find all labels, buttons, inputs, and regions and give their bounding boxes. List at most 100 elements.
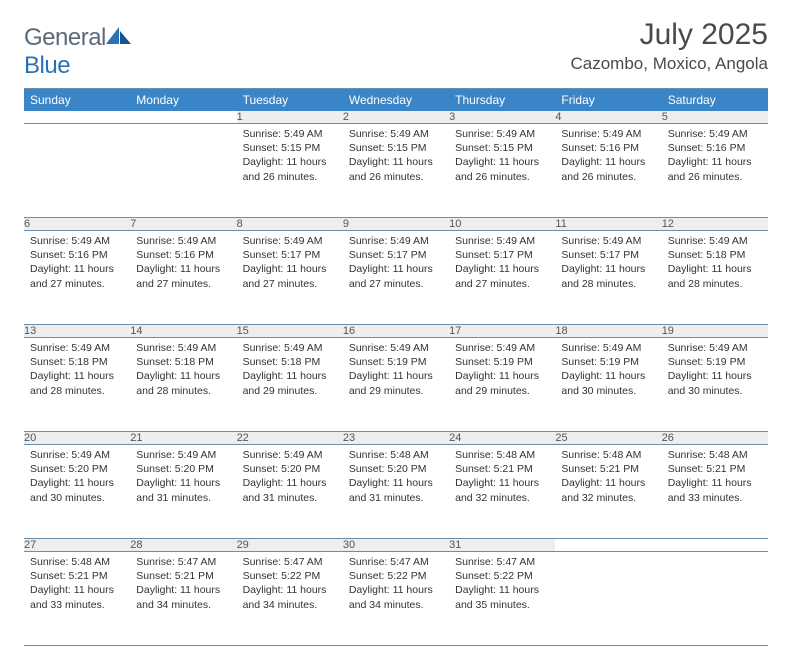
brand-text-1: General [24,24,106,51]
sunset-line: Sunset: 5:21 PM [455,462,549,476]
daylight-line: Daylight: 11 hours and 34 minutes. [349,583,443,611]
sunrise-line: Sunrise: 5:49 AM [30,234,124,248]
daynum-row: 13141516171819 [24,325,768,338]
daylight-line: Daylight: 11 hours and 30 minutes. [30,476,124,504]
sunrise-line: Sunrise: 5:49 AM [455,127,549,141]
day-cell: Sunrise: 5:49 AMSunset: 5:18 PMDaylight:… [130,338,236,432]
day-number-cell: 29 [237,539,343,552]
daylight-line: Daylight: 11 hours and 26 minutes. [455,155,549,183]
day-number-cell [555,539,661,552]
day-number-cell: 8 [237,218,343,231]
sunrise-line: Sunrise: 5:47 AM [455,555,549,569]
daylight-line: Daylight: 11 hours and 31 minutes. [136,476,230,504]
day-cell [555,552,661,646]
sunrise-line: Sunrise: 5:48 AM [349,448,443,462]
sunrise-line: Sunrise: 5:49 AM [561,127,655,141]
sunset-line: Sunset: 5:15 PM [349,141,443,155]
day-cell-body: Sunrise: 5:48 AMSunset: 5:20 PMDaylight:… [343,445,449,511]
day-cell: Sunrise: 5:49 AMSunset: 5:19 PMDaylight:… [555,338,661,432]
sunrise-line: Sunrise: 5:49 AM [349,234,443,248]
day-cell: Sunrise: 5:49 AMSunset: 5:16 PMDaylight:… [555,124,661,218]
sunset-line: Sunset: 5:16 PM [668,141,762,155]
daylight-line: Daylight: 11 hours and 27 minutes. [349,262,443,290]
day-cell-body: Sunrise: 5:48 AMSunset: 5:21 PMDaylight:… [449,445,555,511]
brand-logo: General Blue [24,24,132,80]
day-cell-body: Sunrise: 5:49 AMSunset: 5:20 PMDaylight:… [237,445,343,511]
weekday-header: Wednesday [343,89,449,112]
day-cell: Sunrise: 5:49 AMSunset: 5:16 PMDaylight:… [662,124,768,218]
sunset-line: Sunset: 5:15 PM [243,141,337,155]
day-cell: Sunrise: 5:47 AMSunset: 5:22 PMDaylight:… [449,552,555,646]
daylight-line: Daylight: 11 hours and 26 minutes. [243,155,337,183]
day-cell-body: Sunrise: 5:48 AMSunset: 5:21 PMDaylight:… [555,445,661,511]
day-cell [130,124,236,218]
sunset-line: Sunset: 5:18 PM [30,355,124,369]
sunrise-line: Sunrise: 5:48 AM [561,448,655,462]
day-number-cell: 14 [130,325,236,338]
sunset-line: Sunset: 5:18 PM [243,355,337,369]
day-cell-body: Sunrise: 5:48 AMSunset: 5:21 PMDaylight:… [24,552,130,618]
day-cell-body: Sunrise: 5:49 AMSunset: 5:19 PMDaylight:… [662,338,768,404]
day-cell-body: Sunrise: 5:49 AMSunset: 5:17 PMDaylight:… [449,231,555,297]
daylight-line: Daylight: 11 hours and 27 minutes. [243,262,337,290]
day-cell-body: Sunrise: 5:49 AMSunset: 5:15 PMDaylight:… [343,124,449,190]
day-number-cell: 19 [662,325,768,338]
day-cell-body: Sunrise: 5:49 AMSunset: 5:18 PMDaylight:… [24,338,130,404]
day-number-cell: 26 [662,432,768,445]
day-cell: Sunrise: 5:49 AMSunset: 5:17 PMDaylight:… [343,231,449,325]
day-cell: Sunrise: 5:49 AMSunset: 5:20 PMDaylight:… [24,445,130,539]
sunset-line: Sunset: 5:21 PM [136,569,230,583]
day-cell: Sunrise: 5:49 AMSunset: 5:18 PMDaylight:… [662,231,768,325]
sunrise-line: Sunrise: 5:49 AM [668,341,762,355]
sunset-line: Sunset: 5:19 PM [455,355,549,369]
sunrise-line: Sunrise: 5:48 AM [455,448,549,462]
day-cell-body: Sunrise: 5:49 AMSunset: 5:17 PMDaylight:… [237,231,343,297]
day-number-cell: 10 [449,218,555,231]
day-number-cell: 25 [555,432,661,445]
sunset-line: Sunset: 5:19 PM [668,355,762,369]
day-cell-body: Sunrise: 5:49 AMSunset: 5:20 PMDaylight:… [130,445,236,511]
sunrise-line: Sunrise: 5:47 AM [243,555,337,569]
sunrise-line: Sunrise: 5:49 AM [668,234,762,248]
day-cell: Sunrise: 5:49 AMSunset: 5:15 PMDaylight:… [343,124,449,218]
sunrise-line: Sunrise: 5:49 AM [30,448,124,462]
sunset-line: Sunset: 5:17 PM [243,248,337,262]
sunrise-line: Sunrise: 5:49 AM [30,341,124,355]
sunrise-line: Sunrise: 5:49 AM [561,234,655,248]
weekday-header: Saturday [662,89,768,112]
day-number-cell [24,111,130,124]
sunset-line: Sunset: 5:16 PM [136,248,230,262]
sunrise-line: Sunrise: 5:47 AM [136,555,230,569]
day-number-cell: 11 [555,218,661,231]
sunset-line: Sunset: 5:17 PM [561,248,655,262]
day-cell-body: Sunrise: 5:47 AMSunset: 5:22 PMDaylight:… [237,552,343,618]
daylight-line: Daylight: 11 hours and 27 minutes. [30,262,124,290]
sunset-line: Sunset: 5:20 PM [349,462,443,476]
week-row: Sunrise: 5:49 AM Sunset: 5:20 PM Daylight:… [24,445,768,539]
sunrise-line: Sunrise: 5:49 AM [455,341,549,355]
day-number-cell: 6 [24,218,130,231]
day-number-cell [130,111,236,124]
header: General Blue July 2025 Cazombo, Moxico, … [24,18,768,80]
day-number-cell: 24 [449,432,555,445]
sunrise-line: Sunrise: 5:48 AM [668,448,762,462]
calendar-table: SundayMondayTuesdayWednesdayThursdayFrid… [24,88,768,646]
day-cell: Sunrise: 5:47 AMSunset: 5:22 PMDaylight:… [237,552,343,646]
day-cell: Sunrise: 5:48 AMSunset: 5:21 PMDaylight:… [555,445,661,539]
brand-sail-icon [106,27,132,45]
day-cell: Sunrise: 5:47 AMSunset: 5:22 PMDaylight:… [343,552,449,646]
day-cell-body: Sunrise: 5:47 AMSunset: 5:22 PMDaylight:… [343,552,449,618]
sunrise-line: Sunrise: 5:49 AM [243,341,337,355]
day-cell: Sunrise: 5:49 AMSunset: 5:15 PMDaylight:… [237,124,343,218]
day-cell-body: Sunrise: 5:49 AMSunset: 5:15 PMDaylight:… [449,124,555,190]
day-cell: Sunrise: 5:49 AMSunset: 5:19 PMDaylight:… [662,338,768,432]
day-number-cell: 13 [24,325,130,338]
day-cell-body: Sunrise: 5:49 AMSunset: 5:19 PMDaylight:… [555,338,661,404]
brand-text: General Blue [24,24,132,80]
week-row: Sunrise: 5:49 AMSunset: 5:15 PMDaylight:… [24,124,768,218]
daylight-line: Daylight: 11 hours and 30 minutes. [561,369,655,397]
day-cell-body: Sunrise: 5:49 AMSunset: 5:18 PMDaylight:… [662,231,768,297]
day-cell-body: Sunrise: 5:49 AMSunset: 5:19 PMDaylight:… [449,338,555,404]
sunset-line: Sunset: 5:21 PM [668,462,762,476]
daylight-line: Daylight: 11 hours and 34 minutes. [136,583,230,611]
